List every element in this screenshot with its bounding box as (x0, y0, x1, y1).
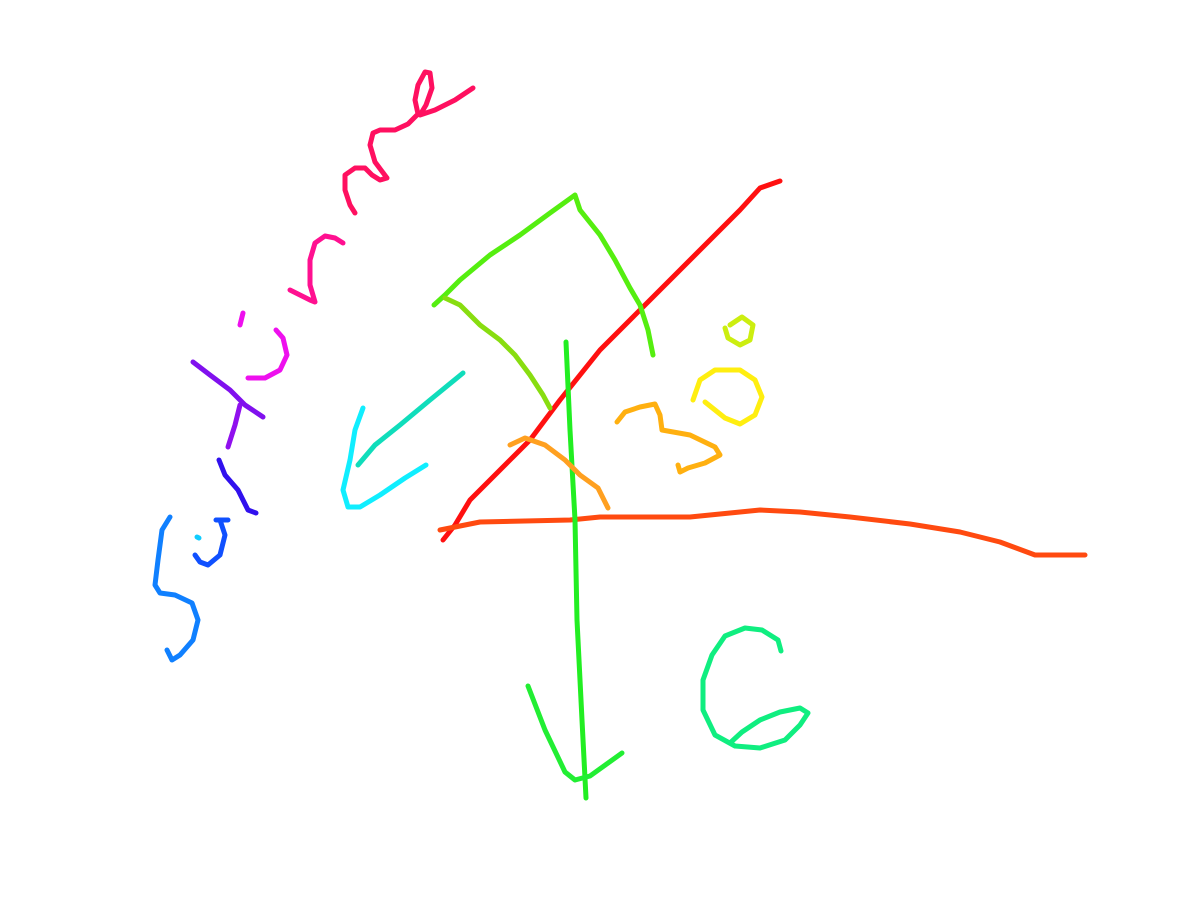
stroke (563, 339, 589, 801)
stroke (192, 517, 231, 568)
stroke (440, 178, 783, 543)
stroke (614, 401, 723, 475)
stroke (690, 367, 765, 427)
stroke (431, 192, 656, 358)
stroke (355, 370, 466, 468)
stroke (190, 359, 266, 420)
stroke (437, 507, 1088, 558)
stroke (340, 405, 429, 510)
stroke (216, 457, 259, 516)
stroke (342, 69, 476, 216)
stroke (152, 514, 201, 663)
stroke (507, 435, 611, 511)
stroke (237, 310, 290, 381)
stroke (442, 295, 553, 411)
stroke (287, 233, 346, 305)
stroke (225, 402, 243, 450)
stroke (700, 625, 811, 751)
stroke (722, 314, 756, 348)
stroke (525, 683, 625, 783)
stroke (194, 534, 202, 541)
